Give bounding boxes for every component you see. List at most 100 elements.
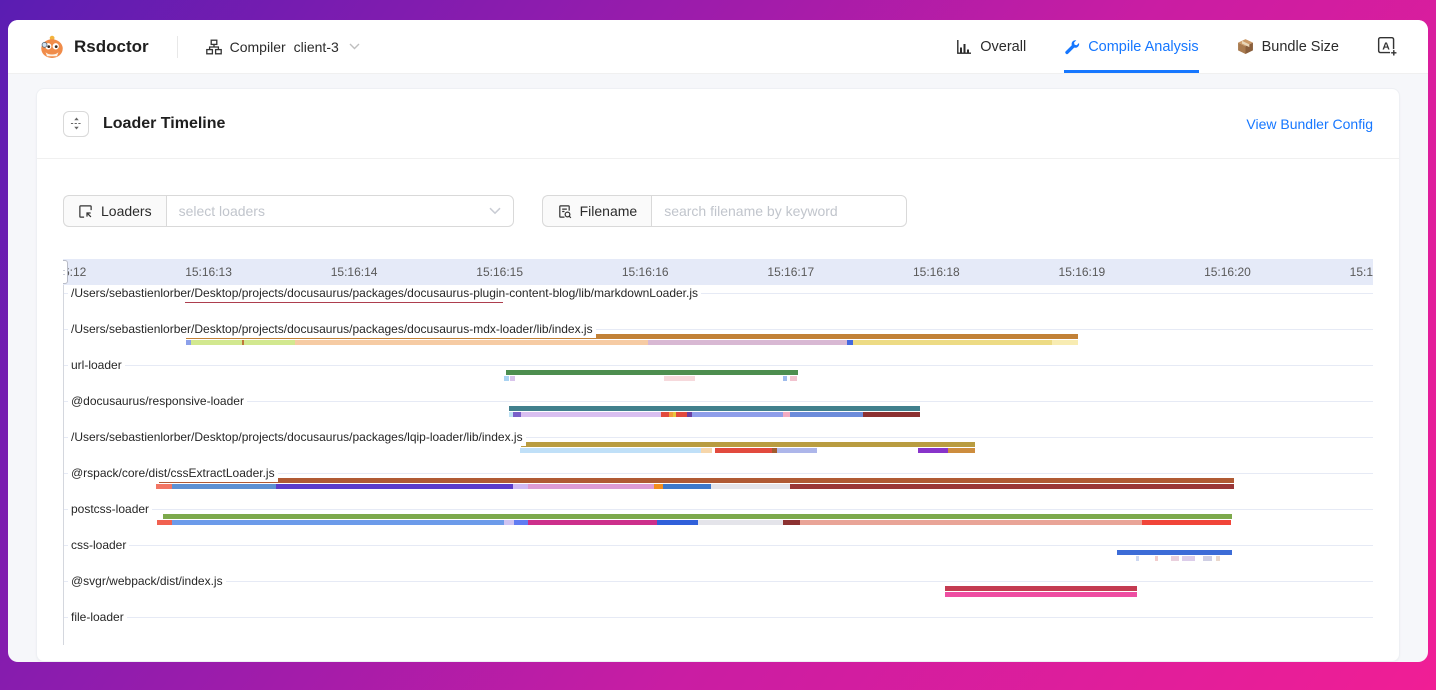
loader-span[interactable] — [156, 520, 172, 525]
timeline-row: /Users/sebastienlorber/Desktop/projects/… — [64, 429, 1373, 465]
loader-span[interactable] — [853, 340, 1052, 345]
font-size-button[interactable]: A — [1377, 20, 1398, 73]
row-gridline — [64, 365, 1373, 366]
timeline-row: file-loader — [64, 609, 1373, 645]
loader-span[interactable] — [527, 484, 654, 489]
loader-span[interactable] — [710, 484, 791, 489]
loader-span[interactable] — [171, 484, 277, 489]
loader-span[interactable] — [715, 448, 773, 453]
loader-span[interactable] — [777, 448, 818, 453]
view-bundler-config-link[interactable]: View Bundler Config — [1246, 115, 1373, 132]
loader-span[interactable] — [514, 520, 528, 525]
loader-span[interactable] — [772, 448, 778, 453]
loader-span[interactable] — [691, 412, 784, 417]
timeline-axis: 15:16:12 15:16:13 15:16:14 15:16:15 15:16:16… — [63, 259, 1373, 285]
loader-span[interactable] — [783, 376, 788, 381]
loader-span[interactable] — [1171, 556, 1180, 561]
loader-span[interactable] — [503, 520, 515, 525]
loader-row-label: /Users/sebastienlorber/Desktop/projects/… — [68, 285, 702, 302]
loader-span[interactable] — [520, 442, 975, 447]
loaders-select[interactable]: select loaders — [165, 195, 514, 227]
row-gridline — [64, 581, 1373, 582]
loader-bar-line — [64, 406, 1373, 411]
loader-row-label: @docusaurus/responsive-loader — [68, 393, 247, 410]
loader-span[interactable] — [276, 484, 513, 489]
loader-span[interactable] — [243, 340, 295, 345]
loader-span[interactable] — [1135, 556, 1139, 561]
loader-span[interactable] — [1154, 556, 1158, 561]
loader-span[interactable] — [647, 340, 848, 345]
loader-span[interactable] — [700, 448, 713, 453]
loader-span[interactable] — [512, 484, 528, 489]
loader-span[interactable] — [656, 520, 698, 525]
loader-span[interactable] — [512, 412, 521, 417]
loader-span[interactable] — [668, 412, 673, 417]
loader-span[interactable] — [790, 484, 1235, 489]
timeline-brush-handle[interactable] — [63, 260, 68, 284]
tab-label: Compile Analysis — [1088, 38, 1199, 55]
timeline-row: css-loader — [64, 537, 1373, 573]
loader-span[interactable] — [783, 520, 801, 525]
loader-span[interactable] — [653, 484, 663, 489]
loader-span[interactable] — [672, 412, 676, 417]
loader-span[interactable] — [1216, 556, 1221, 561]
loader-bar-line — [64, 442, 1373, 447]
filename-input-wrap — [651, 195, 908, 227]
loader-span[interactable] — [847, 340, 854, 345]
loader-span[interactable] — [790, 412, 864, 417]
loader-span[interactable] — [520, 412, 661, 417]
timeline-row: /Users/sebastienlorber/Desktop/projects/… — [64, 321, 1373, 357]
loader-span[interactable] — [185, 334, 1078, 339]
loader-span[interactable] — [660, 412, 669, 417]
loader-span[interactable] — [944, 592, 1137, 597]
loader-span[interactable] — [663, 376, 695, 381]
loader-span[interactable] — [947, 448, 975, 453]
axis-tick: 15:16:16 — [621, 265, 669, 279]
tab-bundle-size[interactable]: Bundle Size — [1237, 20, 1339, 73]
loader-span[interactable] — [509, 376, 515, 381]
loader-span[interactable] — [1203, 556, 1213, 561]
loader-span[interactable] — [171, 520, 504, 525]
tab-label: Bundle Size — [1261, 38, 1339, 55]
loader-span[interactable] — [241, 340, 244, 345]
loader-span[interactable] — [1142, 520, 1232, 525]
filters-row: Loaders select loaders — [63, 195, 1373, 227]
loader-span[interactable] — [917, 448, 948, 453]
file-search-icon — [557, 204, 572, 219]
loader-span[interactable] — [800, 520, 1143, 525]
loader-span[interactable] — [155, 484, 172, 489]
loader-span[interactable] — [509, 412, 513, 417]
row-gridline — [64, 545, 1373, 546]
loader-span[interactable] — [675, 412, 687, 417]
loader-span[interactable] — [294, 340, 648, 345]
loader-span[interactable] — [519, 448, 701, 453]
loader-span[interactable] — [1116, 550, 1233, 555]
loaders-filter-group: Loaders select loaders — [63, 195, 514, 227]
row-height-button[interactable] — [63, 110, 89, 137]
filename-input[interactable] — [664, 203, 895, 219]
loader-span[interactable] — [158, 478, 1235, 483]
loader-span[interactable] — [1051, 340, 1078, 345]
card-header: Loader Timeline View Bundler Config — [37, 89, 1399, 159]
compiler-selector[interactable]: Compiler client-3 — [205, 39, 360, 55]
axis-tick: 15:16:18 — [912, 265, 960, 279]
tab-compile-analysis[interactable]: Compile Analysis — [1064, 20, 1199, 73]
loader-span[interactable] — [863, 412, 921, 417]
tab-overall[interactable]: Overall — [956, 20, 1026, 73]
loader-span[interactable] — [662, 484, 711, 489]
loader-span[interactable] — [185, 340, 191, 345]
loader-span[interactable] — [190, 340, 242, 345]
loader-span[interactable] — [686, 412, 692, 417]
loader-span[interactable] — [697, 520, 784, 525]
brand[interactable]: Rsdoctor — [38, 33, 149, 61]
loader-span[interactable] — [527, 520, 657, 525]
chevron-down-icon — [489, 207, 501, 215]
loader-span[interactable] — [944, 586, 1137, 591]
loader-span[interactable] — [1182, 556, 1196, 561]
loader-span[interactable] — [503, 376, 509, 381]
loader-span[interactable] — [162, 514, 1233, 519]
loader-span[interactable] — [509, 406, 921, 411]
loader-span[interactable] — [506, 370, 799, 375]
loader-span[interactable] — [790, 376, 798, 381]
loader-span[interactable] — [783, 412, 791, 417]
